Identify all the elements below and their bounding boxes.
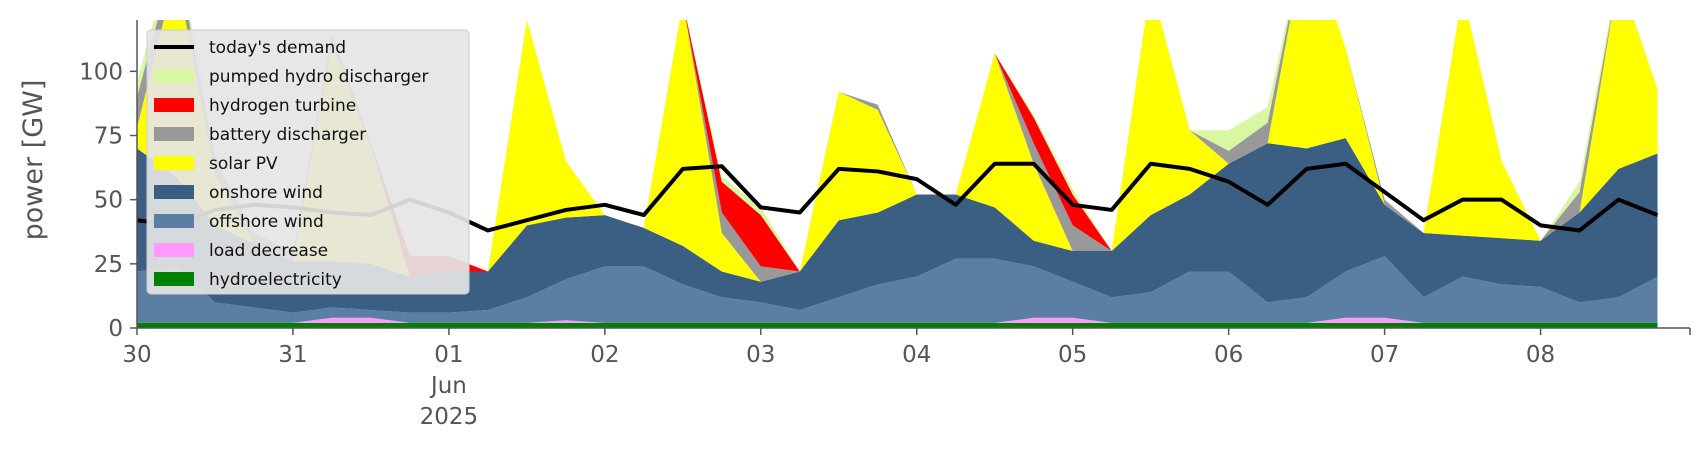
x-tick-label: 02 [590, 342, 619, 368]
area-load-decrease [137, 317, 1658, 323]
y-axis-label: power [GW] [18, 80, 49, 241]
x-tick-label: 04 [902, 342, 931, 368]
area-offshore-wind [137, 256, 1658, 323]
x-tick-label: 01 [434, 342, 463, 368]
legend-swatch [154, 69, 194, 83]
legend-label: hydrogen turbine [209, 96, 356, 116]
x-tick-label: Jun [429, 373, 467, 399]
legend-label: solar PV [209, 154, 278, 174]
area-onshore-wind [137, 138, 1658, 313]
x-tick-label: 08 [1526, 342, 1555, 368]
legend-swatch [154, 185, 194, 199]
y-tick-label: 0 [108, 316, 123, 342]
y-tick-label: 75 [94, 124, 123, 150]
y-tick-label: 100 [79, 59, 123, 85]
legend-entry: pumped hydro discharger [154, 67, 428, 87]
legend-label: today's demand [209, 38, 346, 58]
legend-entry: solar PV [154, 154, 278, 174]
legend-entry: hydroelectricity [154, 270, 342, 290]
legend-swatch [154, 272, 194, 286]
legend-entry: today's demand [154, 38, 346, 58]
legend-box [146, 29, 470, 295]
axes: 0 25 50 75 100 30 31 01 Jun 2025 02 03 04 05 06 07 08 [79, 20, 1691, 430]
legend-label: load decrease [209, 241, 328, 261]
legend-entry: battery discharger [154, 125, 366, 145]
x-tick-label: 07 [1370, 342, 1399, 368]
legend-swatch [154, 214, 194, 228]
y-tick-label: 25 [94, 252, 123, 278]
legend-swatch [154, 243, 194, 257]
legend-entry: onshore wind [154, 183, 323, 203]
x-tick-label: 03 [746, 342, 775, 368]
legend-label: offshore wind [209, 212, 324, 232]
x-tick-label: 05 [1058, 342, 1087, 368]
x-tick-label: 06 [1214, 342, 1243, 368]
x-tick-label: 2025 [420, 404, 479, 430]
y-tick-label: 50 [94, 188, 123, 214]
legend-entry: hydrogen turbine [154, 96, 356, 116]
area-solar-pv [137, 20, 1658, 282]
legend-entry: load decrease [154, 241, 328, 261]
area-battery-discharger [137, 20, 1658, 282]
legend-swatch [154, 98, 194, 112]
legend: today's demand pumped hydro discharger hyd… [146, 29, 470, 295]
legend-label: hydroelectricity [209, 270, 342, 290]
legend-label: onshore wind [209, 183, 323, 203]
legend-entry: offshore wind [154, 212, 324, 232]
legend-swatch [154, 127, 194, 141]
legend-label: battery discharger [209, 125, 366, 145]
legend-label: pumped hydro discharger [209, 67, 428, 87]
x-tick-label: 31 [278, 342, 307, 368]
area-hydroelectricity [137, 322, 1658, 328]
x-tick-label: 30 [122, 342, 151, 368]
stacked-areas [137, 20, 1658, 328]
legend-swatch [154, 156, 194, 170]
